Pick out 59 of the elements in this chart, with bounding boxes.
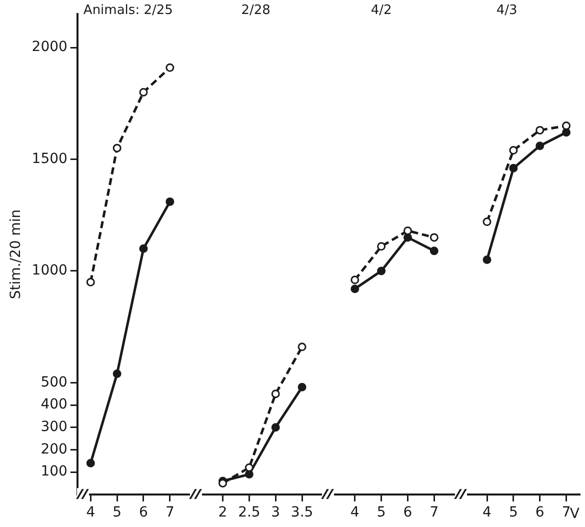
x-tick-label: 5 — [376, 504, 386, 520]
point — [482, 256, 492, 264]
point — [271, 423, 280, 432]
y-tick-label: 300 — [40, 419, 68, 436]
point — [536, 126, 544, 134]
point — [430, 246, 438, 256]
y-tick-label: 2000 — [32, 39, 68, 56]
point — [271, 390, 280, 398]
x-tick-label: 4 — [482, 504, 492, 520]
point — [166, 63, 174, 72]
y-tick-label: 100 — [40, 464, 68, 480]
x-axis-title: V — [570, 506, 580, 522]
x-tick-label: 7 — [430, 504, 439, 520]
point — [562, 128, 571, 137]
x-tick-label: 3 — [271, 504, 280, 520]
point — [166, 197, 174, 206]
point — [86, 458, 95, 468]
x-tick-label: 6 — [403, 504, 412, 520]
x-tick-label: 2.5 — [238, 504, 260, 520]
point — [403, 226, 412, 235]
point — [377, 242, 386, 251]
point — [350, 284, 360, 294]
x-tick-label: 7 — [562, 504, 571, 520]
y-axis-title: Stim./20 min — [8, 209, 24, 300]
y-tick-label: 1000 — [32, 262, 68, 279]
annotation: 4/3 — [496, 2, 518, 18]
point — [509, 164, 518, 172]
point — [139, 244, 148, 253]
point — [536, 142, 544, 150]
annotation: 2/28 — [241, 2, 270, 18]
point — [509, 146, 518, 155]
annotation: 4/2 — [370, 2, 392, 18]
point — [482, 218, 492, 226]
point — [298, 342, 306, 352]
annotation: Animals: 2/25 — [83, 2, 173, 18]
point — [112, 369, 122, 378]
point — [430, 233, 438, 242]
x-tick-label: 3.5 — [290, 504, 314, 520]
y-tick-label: 200 — [40, 441, 68, 458]
point — [350, 276, 360, 284]
point — [403, 233, 412, 242]
x-tick-label: 5 — [508, 504, 518, 520]
point — [112, 144, 122, 152]
point — [562, 121, 571, 130]
x-tick-label: 2 — [218, 504, 228, 520]
x-tick-label: 4 — [350, 504, 360, 520]
x-tick-label: 7 — [165, 504, 174, 520]
x-tick-label: 6 — [139, 504, 148, 520]
point — [139, 88, 148, 96]
point — [298, 382, 306, 392]
y-tick-label: 500 — [40, 374, 68, 390]
x-tick-label: 4 — [86, 504, 96, 520]
y-tick-label: 400 — [40, 396, 68, 413]
x-tick-label: 5 — [112, 504, 122, 520]
y-tick-label: 1500 — [32, 150, 68, 167]
x-tick-label: 6 — [535, 504, 544, 520]
point — [86, 278, 95, 286]
point — [377, 266, 386, 276]
point — [244, 470, 254, 479]
